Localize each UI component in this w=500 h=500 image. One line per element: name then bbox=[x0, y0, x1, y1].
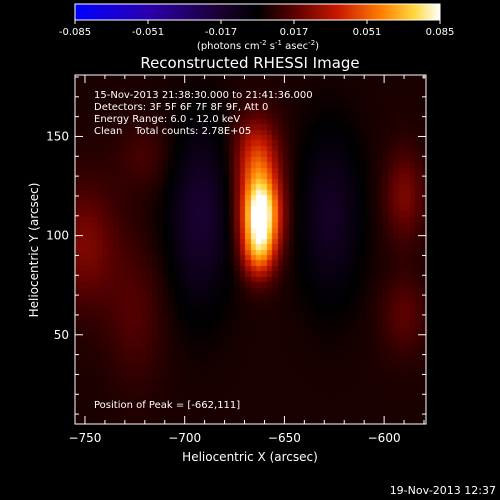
colorbar-unit: (photons cm-2 s-1 asec-2) bbox=[197, 39, 319, 52]
chart-title: Reconstructed RHESSI Image bbox=[140, 54, 359, 72]
plot-frame bbox=[74, 74, 427, 425]
x-tick-label: −650 bbox=[268, 431, 301, 445]
colorbar-tick-label: -0.085 bbox=[59, 27, 91, 38]
y-tick-label: 50 bbox=[54, 328, 69, 342]
footer-date: 19-Nov-2013 12:37 bbox=[390, 484, 496, 497]
heatmap-container bbox=[75, 75, 426, 424]
heatmap-image bbox=[75, 75, 426, 424]
x-axis-label: Heliocentric X (arcsec) bbox=[182, 450, 318, 464]
info-detectors: Detectors: 3F 5F 6F 7F 8F 9F, Att 0 bbox=[94, 102, 268, 113]
colorbar-tick-label: -0.017 bbox=[205, 27, 237, 38]
axis-ticks: −750 −700 −650 −600 50 100 150 bbox=[46, 75, 426, 445]
y-axis-label: Heliocentric Y (arcsec) bbox=[27, 183, 41, 318]
info-block: 15-Nov-2013 21:38:30.000 to 21:41:36.000… bbox=[94, 90, 313, 137]
colorbar-tick-label: 0.017 bbox=[280, 27, 309, 38]
info-energy-range: Energy Range: 6.0 - 12.0 keV bbox=[94, 114, 240, 125]
colorbar-ticks: -0.085 -0.051 -0.017 0.017 0.051 0.085 bbox=[59, 20, 454, 38]
colorbar-tick-label: 0.051 bbox=[353, 27, 382, 38]
info-time-range: 15-Nov-2013 21:38:30.000 to 21:41:36.000 bbox=[94, 90, 313, 101]
colorbar-gradient bbox=[74, 3, 441, 21]
x-tick-label: −750 bbox=[68, 431, 101, 445]
x-tick-label: −600 bbox=[368, 431, 401, 445]
colorbar-tick-label: 0.085 bbox=[426, 27, 455, 38]
info-clean-counts: Clean Total counts: 2.78E+05 bbox=[94, 126, 251, 137]
peak-position-label: Position of Peak = [-662,111] bbox=[94, 400, 240, 411]
colorbar-tick-label: -0.051 bbox=[132, 27, 164, 38]
y-tick-label: 150 bbox=[46, 129, 69, 143]
y-tick-label: 100 bbox=[46, 229, 69, 243]
colorbar: -0.085 -0.051 -0.017 0.017 0.051 0.085 (photo… bbox=[59, 3, 454, 52]
x-tick-label: −700 bbox=[168, 431, 201, 445]
